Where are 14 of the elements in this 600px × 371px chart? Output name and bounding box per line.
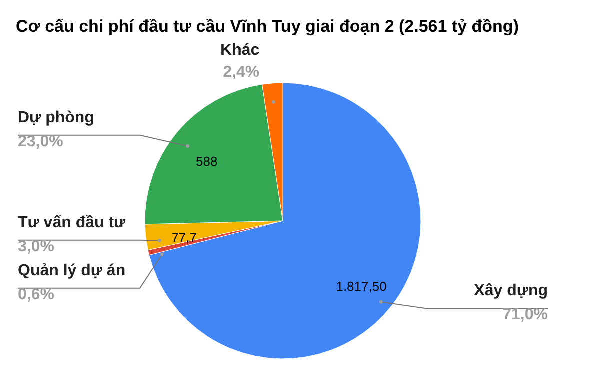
slice-label: Tư vấn đầu tư [18, 214, 126, 232]
slice-label: Dự phòng [18, 109, 94, 126]
text: 1.817,50 [336, 278, 387, 294]
data-label: 2,4% [223, 64, 260, 81]
data-label: 23,0% [18, 133, 64, 150]
data-label: 3,0% [18, 238, 54, 256]
slice-label: Xây dựng [474, 282, 548, 300]
slice-label: Quản lý dự án [18, 262, 126, 280]
text: 588 [196, 154, 218, 170]
data-label: 0,6% [18, 286, 54, 304]
data-label: 71,0% [502, 306, 548, 324]
text: 77,7 [172, 230, 198, 245]
slice-label: Khác [220, 42, 260, 59]
chart-title: Cơ cấu chi phí đầu tư cầu Vĩnh Tuy giai đoạn 2 (2.561 tỷ đồng) [16, 17, 519, 36]
